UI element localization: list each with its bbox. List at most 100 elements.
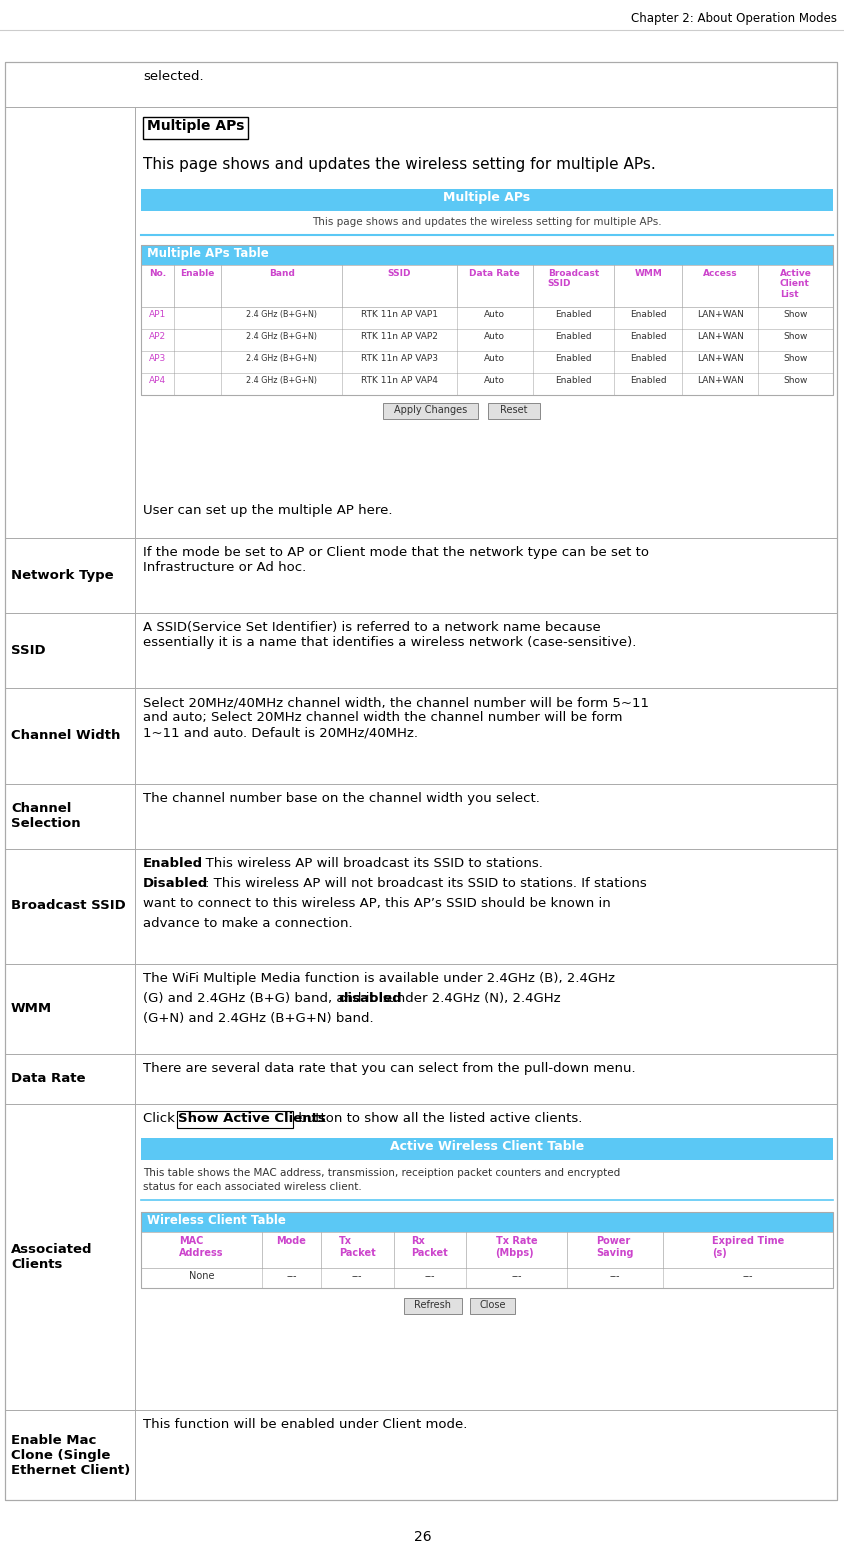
Text: The WiFi Multiple Media function is available under 2.4GHz (B), 2.4GHz: The WiFi Multiple Media function is avai… [143, 972, 614, 985]
Text: status for each associated wireless client.: status for each associated wireless clie… [143, 1183, 361, 1192]
Text: Close: Close [479, 1301, 505, 1310]
Text: No.: No. [149, 269, 166, 279]
Text: Show: Show [782, 355, 807, 363]
Text: Mode: Mode [276, 1235, 306, 1246]
Text: ---: --- [609, 1271, 619, 1281]
Text: RTK 11n AP VAP4: RTK 11n AP VAP4 [360, 377, 437, 384]
Text: Enabled: Enabled [555, 377, 591, 384]
Text: Power
Saving: Power Saving [596, 1235, 633, 1257]
Text: Enabled: Enabled [629, 355, 666, 363]
Bar [141, 246, 832, 265]
Text: There are several data rate that you can select from the pull-down menu.: There are several data rate that you can… [143, 1063, 635, 1075]
Text: Expired Time
(s): Expired Time (s) [711, 1235, 783, 1257]
Bar [469, 1298, 514, 1315]
Text: 2.4 GHz (B+G+N): 2.4 GHz (B+G+N) [246, 377, 317, 384]
Text: Refresh: Refresh [414, 1301, 451, 1310]
Text: want to connect to this wireless AP, this AP’s SSID should be known in: want to connect to this wireless AP, thi… [143, 896, 610, 910]
Text: ---: --- [352, 1271, 362, 1281]
Text: Enabled: Enabled [629, 377, 666, 384]
Text: RTK 11n AP VAP2: RTK 11n AP VAP2 [360, 331, 437, 341]
Bar [403, 1298, 462, 1315]
Text: Channel Width: Channel Width [11, 728, 120, 742]
Bar [141, 1232, 832, 1268]
Bar [141, 307, 832, 330]
Text: This page shows and updates the wireless setting for multiple APs.: This page shows and updates the wireless… [143, 157, 655, 173]
Text: Multiple APs Table: Multiple APs Table [147, 247, 268, 260]
Text: This table shows the MAC address, transmission, receiption packet counters and e: This table shows the MAC address, transm… [143, 1169, 619, 1178]
Text: button to show all the listed active clients.: button to show all the listed active cli… [294, 1113, 582, 1125]
Text: Enabled: Enabled [629, 331, 666, 341]
Text: selected.: selected. [143, 70, 203, 82]
Text: under 2.4GHz (N), 2.4GHz: under 2.4GHz (N), 2.4GHz [383, 991, 560, 1005]
Bar [141, 330, 832, 352]
Text: Disabled: Disabled [143, 876, 208, 890]
Text: : This wireless AP will not broadcast its SSID to stations. If stations: : This wireless AP will not broadcast it… [205, 876, 646, 890]
Text: Enabled: Enabled [629, 310, 666, 319]
Text: Apply Changes: Apply Changes [393, 405, 467, 415]
Bar [141, 246, 832, 395]
Text: This function will be enabled under Client mode.: This function will be enabled under Clie… [143, 1418, 467, 1432]
Text: LAN+WAN: LAN+WAN [696, 377, 743, 384]
Text: Auto: Auto [484, 355, 505, 363]
Text: Rx
Packet: Rx Packet [411, 1235, 448, 1257]
Text: SSID: SSID [11, 644, 46, 657]
Text: WMM: WMM [11, 1002, 52, 1015]
Text: 2.4 GHz (B+G+N): 2.4 GHz (B+G+N) [246, 331, 317, 341]
Bar [141, 1137, 832, 1161]
Text: The channel number base on the channel width you select.: The channel number base on the channel w… [143, 792, 539, 804]
Text: ---: --- [286, 1271, 296, 1281]
Text: advance to make a connection.: advance to make a connection. [143, 916, 352, 929]
Text: Broadcast
SSID: Broadcast SSID [547, 269, 598, 288]
Text: LAN+WAN: LAN+WAN [696, 331, 743, 341]
Text: Enabled: Enabled [555, 310, 591, 319]
Text: ---: --- [511, 1271, 521, 1281]
Text: 2.4 GHz (B+G+N): 2.4 GHz (B+G+N) [246, 310, 317, 319]
Text: LAN+WAN: LAN+WAN [696, 355, 743, 363]
Text: ---: --- [742, 1271, 753, 1281]
Text: AP4: AP4 [149, 377, 166, 384]
Text: Chapter 2: About Operation Modes: Chapter 2: About Operation Modes [630, 12, 836, 25]
Text: Network Type: Network Type [11, 568, 113, 582]
Text: 2.4 GHz (B+G+N): 2.4 GHz (B+G+N) [246, 355, 317, 363]
Text: Click: Click [143, 1113, 179, 1125]
Text: Show: Show [782, 331, 807, 341]
Text: Active
Client
List: Active Client List [779, 269, 810, 299]
Bar [141, 265, 832, 307]
Bar [143, 117, 247, 138]
Bar [141, 352, 832, 373]
Text: RTK 11n AP VAP3: RTK 11n AP VAP3 [360, 355, 437, 363]
Text: Broadcast SSID: Broadcast SSID [11, 899, 126, 912]
Text: None: None [188, 1271, 214, 1281]
Text: Tx
Packet: Tx Packet [338, 1235, 376, 1257]
Bar [141, 1268, 832, 1288]
Bar [488, 403, 539, 419]
Text: Enabled: Enabled [555, 355, 591, 363]
Text: Enabled: Enabled [143, 857, 203, 870]
Bar [382, 403, 478, 419]
Text: Enabled: Enabled [555, 331, 591, 341]
Text: ---: --- [425, 1271, 435, 1281]
Text: Auto: Auto [484, 310, 505, 319]
Text: Enable Mac
Clone (Single
Ethernet Client): Enable Mac Clone (Single Ethernet Client… [11, 1435, 130, 1477]
Bar [141, 1212, 832, 1232]
Text: RTK 11n AP VAP1: RTK 11n AP VAP1 [360, 310, 437, 319]
Text: Auto: Auto [484, 331, 505, 341]
Text: : This wireless AP will broadcast its SSID to stations.: : This wireless AP will broadcast its SS… [197, 857, 542, 870]
Text: Data Rate: Data Rate [11, 1072, 85, 1085]
Text: User can set up the multiple AP here.: User can set up the multiple AP here. [143, 504, 392, 517]
Text: SSID: SSID [387, 269, 411, 279]
Text: AP2: AP2 [149, 331, 166, 341]
Text: AP1: AP1 [149, 310, 166, 319]
Text: Select 20MHz/40MHz channel width, the channel number will be form 5~11
and auto;: Select 20MHz/40MHz channel width, the ch… [143, 696, 648, 739]
Text: 26: 26 [414, 1530, 430, 1544]
Text: Associated
Clients: Associated Clients [11, 1243, 92, 1271]
Text: (G+N) and 2.4GHz (B+G+N) band.: (G+N) and 2.4GHz (B+G+N) band. [143, 1011, 373, 1025]
Text: Wireless Client Table: Wireless Client Table [147, 1214, 285, 1228]
Text: Show Active Clients: Show Active Clients [178, 1113, 326, 1125]
Text: Auto: Auto [484, 377, 505, 384]
Text: Channel
Selection: Channel Selection [11, 801, 80, 829]
Text: WMM: WMM [634, 269, 662, 279]
Text: Show: Show [782, 310, 807, 319]
Text: Tx Rate
(Mbps): Tx Rate (Mbps) [495, 1235, 537, 1257]
Text: Multiple APs: Multiple APs [147, 120, 244, 134]
